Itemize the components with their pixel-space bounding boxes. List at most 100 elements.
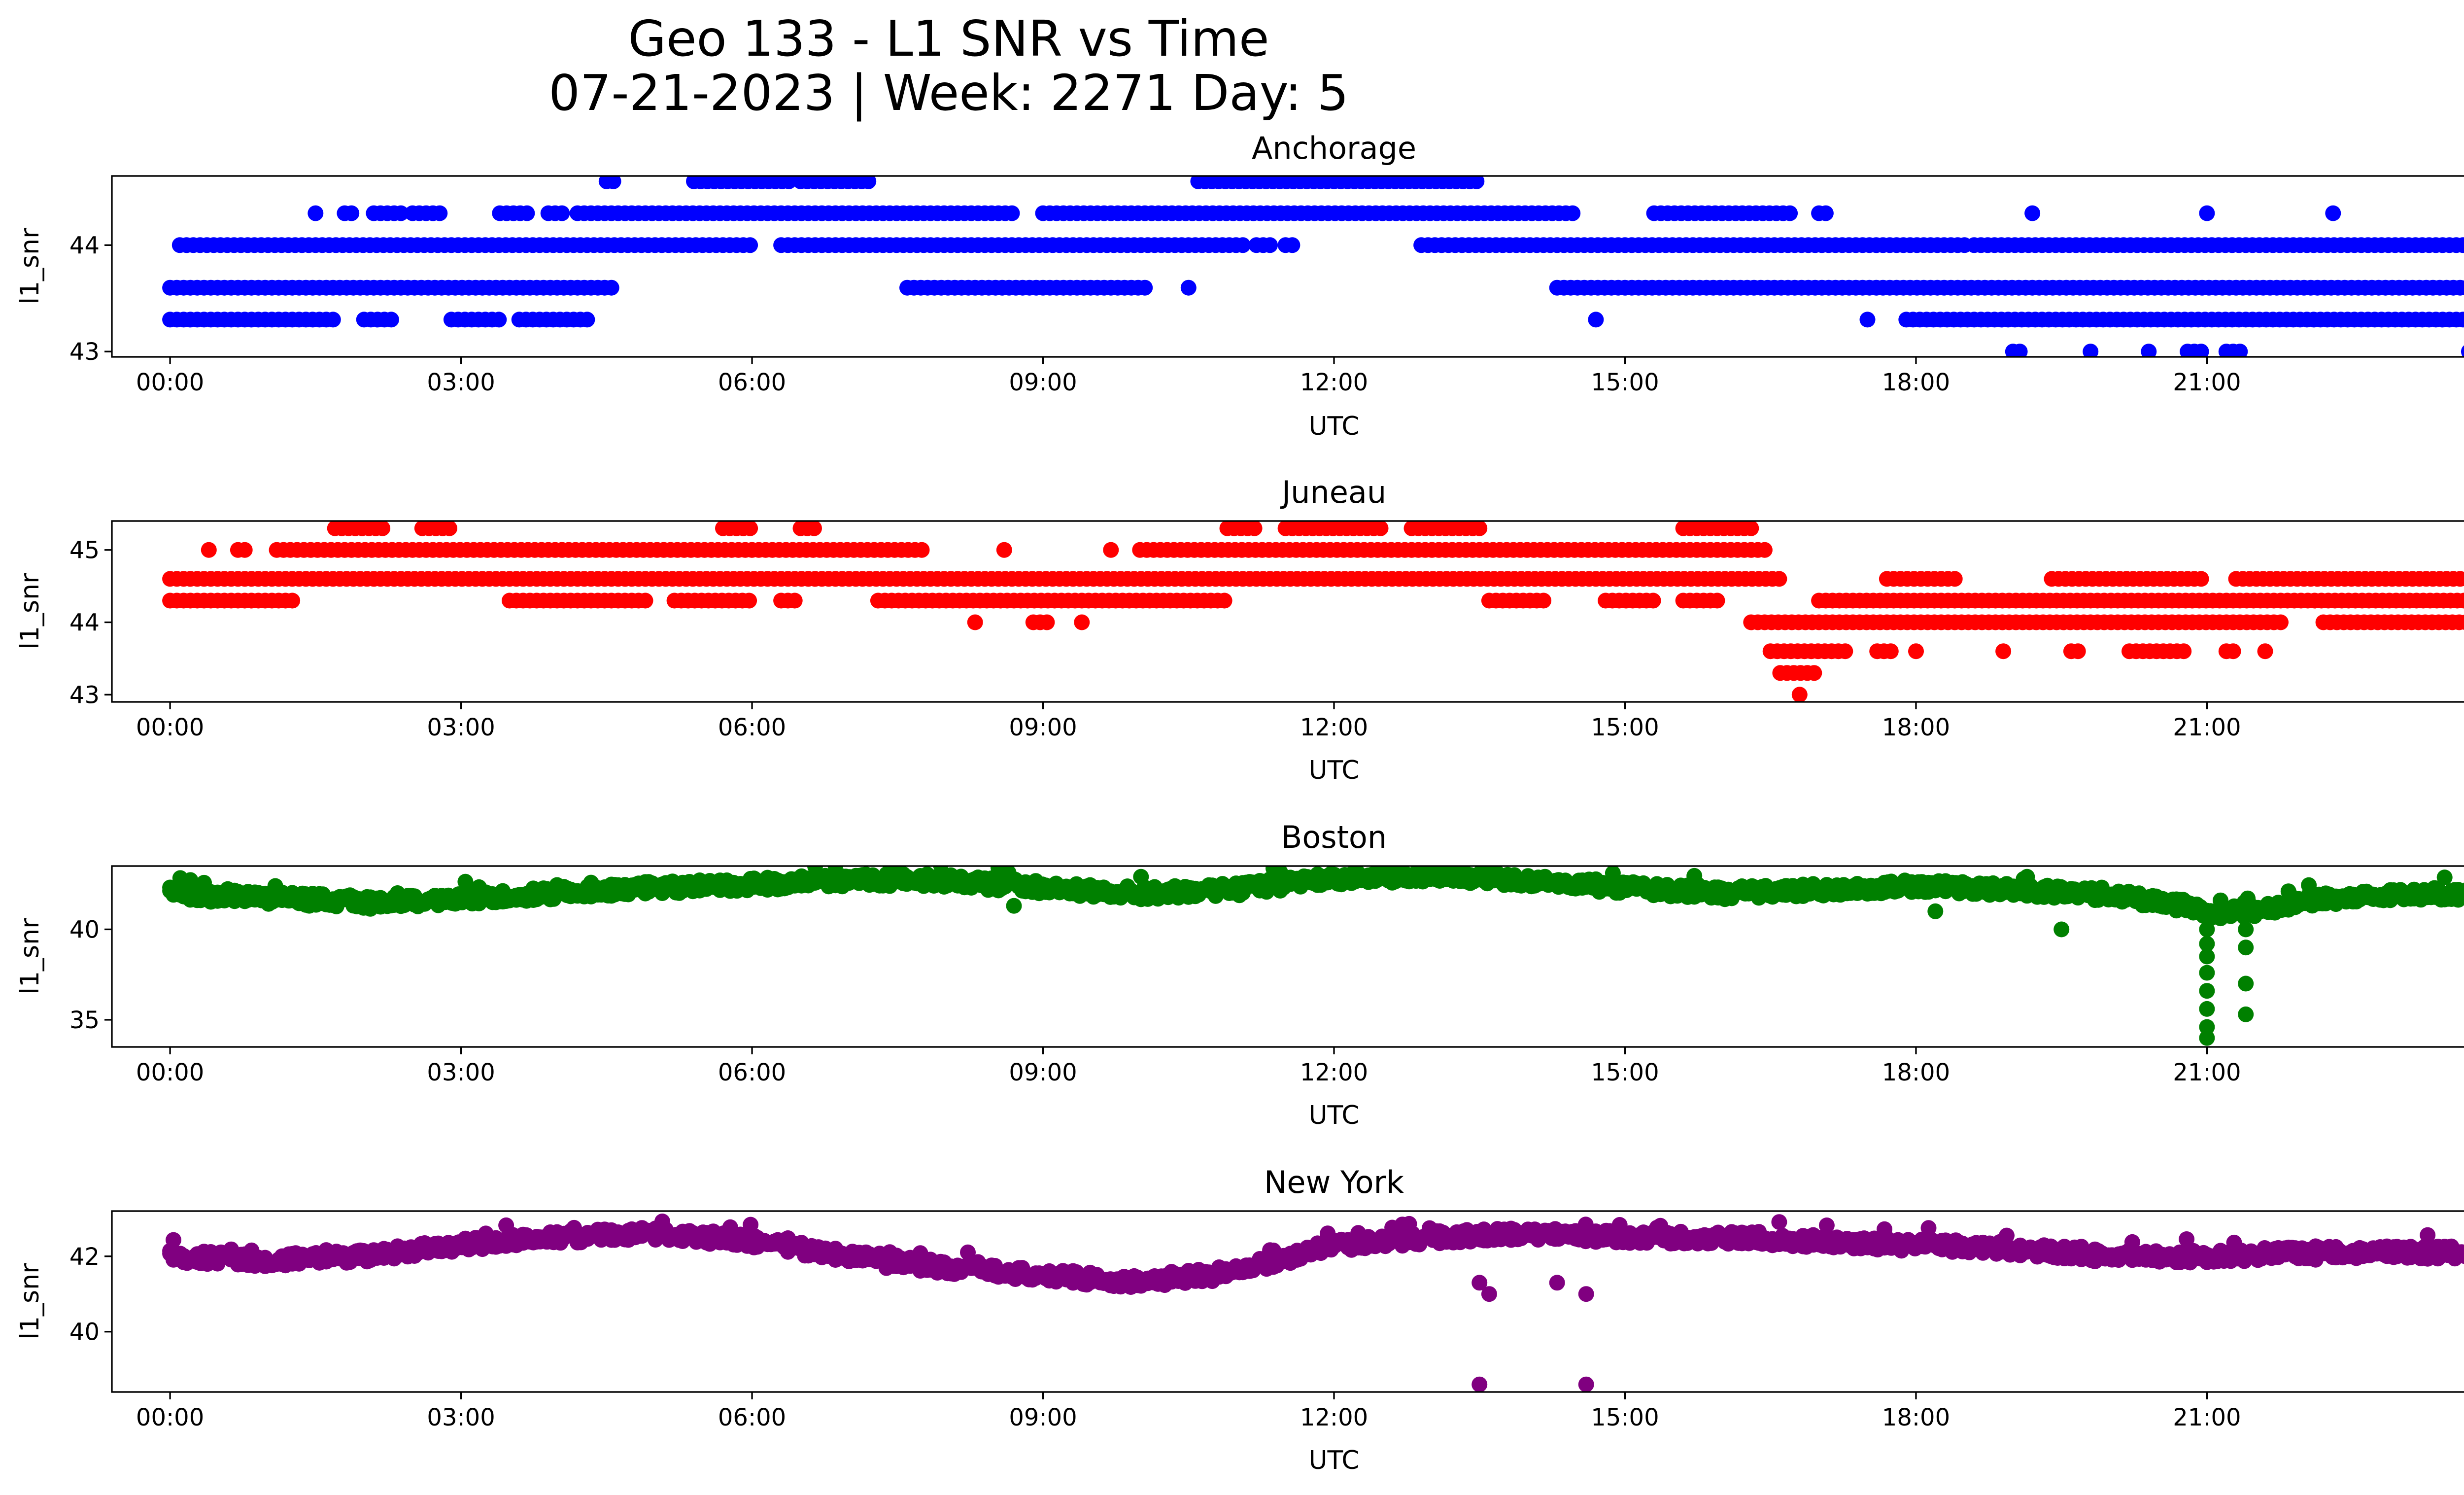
data-point (383, 312, 399, 328)
x-axis-label: UTC (1308, 1446, 1359, 1475)
data-point (1578, 1376, 1594, 1392)
x-axis-label: UTC (1308, 756, 1359, 785)
x-tick-label: 18:00 (1882, 1404, 1950, 1431)
panel-title: New York (1264, 1164, 1404, 1200)
x-tick-label: 00:00 (136, 1059, 204, 1086)
data-point (1472, 1275, 1488, 1291)
data-point (2199, 948, 2215, 965)
data-point (2455, 237, 2464, 253)
data-point (2199, 205, 2215, 221)
data-point (1372, 521, 1389, 536)
data-point (860, 176, 877, 189)
data-point (442, 521, 457, 536)
x-tick-label: 00:00 (136, 369, 204, 396)
y-axis-label: l1_snr (15, 918, 45, 995)
x-axis-label: UTC (1308, 1101, 1359, 1130)
data-point (1927, 903, 1944, 919)
x-tick-label: 09:00 (1009, 369, 1077, 396)
x-tick-label: 15:00 (1591, 369, 1659, 396)
data-point (603, 279, 619, 296)
y-axis-label: l1_snr (15, 1263, 45, 1340)
x-tick-label: 12:00 (1300, 369, 1368, 396)
panel-new-york: New York UTC l1_snr 00:00 03:00 06:00 09:00… (15, 1164, 2464, 1475)
x-tick-label: 03:00 (427, 369, 495, 396)
data-points (162, 1214, 2464, 1392)
x-tick-label: 09:00 (1009, 1404, 1077, 1431)
x-tick-label: 03:00 (427, 1059, 495, 1086)
data-point (2199, 1019, 2215, 1035)
data-points (162, 176, 2464, 357)
data-point (1235, 237, 1251, 253)
y-tick-label: 35 (69, 1007, 100, 1034)
data-point (967, 614, 983, 630)
x-tick-label: 12:00 (1300, 714, 1368, 741)
data-point (2301, 877, 2317, 893)
data-point (2420, 1227, 2436, 1243)
data-points (162, 866, 2464, 1046)
data-point (2461, 345, 2464, 357)
data-point (2238, 939, 2254, 956)
data-point (1549, 1275, 1565, 1291)
data-point (2193, 344, 2209, 357)
data-point (1743, 521, 1759, 536)
data-point (2124, 1234, 2140, 1250)
x-tick-label: 21:00 (2173, 1059, 2241, 1086)
data-point (1771, 1214, 1787, 1230)
y-tick-label: 42 (69, 1243, 100, 1271)
data-point (742, 237, 758, 253)
data-point (1006, 898, 1022, 914)
x-tick-label: 06:00 (718, 1059, 786, 1086)
data-point (325, 312, 341, 328)
data-point (2012, 344, 2028, 357)
data-point (1262, 237, 1278, 253)
data-point (2459, 280, 2464, 295)
data-point (579, 312, 595, 328)
data-point (1137, 279, 1153, 296)
data-point (2436, 869, 2453, 886)
x-tick-label: 18:00 (1882, 369, 1950, 396)
data-point (1074, 614, 1090, 630)
data-point (2455, 312, 2464, 328)
y-tick-label: 44 (69, 609, 100, 637)
data-point (166, 1232, 181, 1248)
data-point (343, 205, 360, 221)
data-point (284, 592, 301, 609)
y-tick-label: 45 (69, 537, 100, 564)
data-point (375, 521, 391, 536)
data-point (2463, 596, 2464, 605)
data-point (806, 521, 822, 536)
x-tick-label: 09:00 (1009, 1059, 1077, 1086)
data-point (1709, 592, 1725, 609)
data-point (1536, 592, 1552, 609)
data-point (2193, 571, 2209, 587)
data-point (2225, 643, 2241, 660)
data-point (2176, 643, 2192, 660)
data-point (2199, 936, 2215, 952)
x-axis-label: UTC (1308, 412, 1359, 441)
data-point (2083, 344, 2099, 357)
data-point (237, 542, 253, 558)
data-point (2458, 615, 2464, 630)
data-point (2199, 1001, 2215, 1017)
data-point (781, 176, 797, 189)
figure-title-line2: 07-21-2023 | Week: 2271 Day: 5 (548, 64, 1348, 122)
x-tick-label: 12:00 (1300, 1404, 1368, 1431)
data-point (519, 205, 535, 221)
panel-anchorage: Anchorage UTC l1_snr 00:00 03:00 06:00 09:0… (15, 130, 2464, 441)
x-tick-label: 00:00 (136, 1404, 204, 1431)
x-tick-label: 06:00 (718, 369, 786, 396)
data-point (2199, 921, 2215, 938)
data-point (1791, 687, 1808, 702)
y-axis-label: l1_snr (15, 228, 45, 305)
data-point (1284, 237, 1300, 253)
data-points (162, 521, 2464, 702)
data-point (2199, 983, 2215, 999)
data-point (637, 592, 653, 609)
data-point (554, 205, 570, 221)
data-point (1818, 1217, 1835, 1233)
x-tick-label: 15:00 (1591, 1059, 1659, 1086)
data-point (1645, 592, 1661, 609)
panel-juneau: Juneau UTC l1_snr 00:00 03:00 06:00 09:00 12… (15, 474, 2464, 785)
y-tick-label: 40 (69, 1319, 100, 1346)
